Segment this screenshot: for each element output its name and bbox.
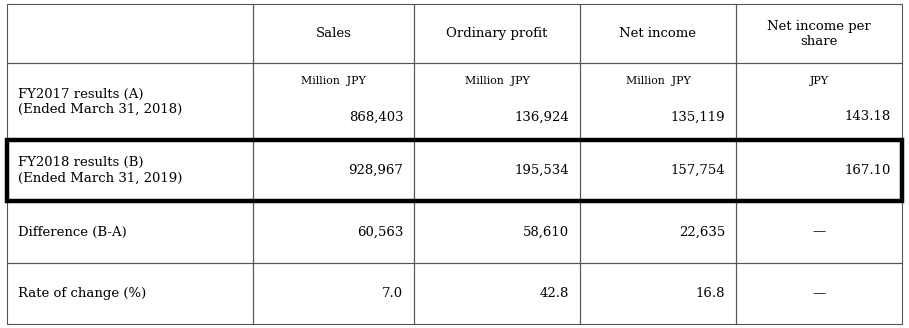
Bar xyxy=(254,4,415,63)
Text: 136,924: 136,924 xyxy=(514,111,569,123)
Bar xyxy=(7,263,254,324)
Bar xyxy=(580,263,736,324)
Text: FY2018 results (B)
(Ended March 31, 2019): FY2018 results (B) (Ended March 31, 2019… xyxy=(18,156,183,184)
Bar xyxy=(254,263,415,324)
Bar xyxy=(415,4,580,63)
Bar xyxy=(7,63,254,140)
Text: 868,403: 868,403 xyxy=(349,111,404,123)
Text: JPY: JPY xyxy=(810,76,828,86)
Text: 135,119: 135,119 xyxy=(671,111,725,123)
Bar xyxy=(736,263,902,324)
Text: Rate of change (%): Rate of change (%) xyxy=(18,287,146,300)
Bar xyxy=(580,201,736,263)
Bar xyxy=(7,201,254,263)
Text: Ordinary profit: Ordinary profit xyxy=(446,27,548,40)
Text: 22,635: 22,635 xyxy=(679,226,725,238)
Text: 928,967: 928,967 xyxy=(348,164,404,177)
Text: Net income per
share: Net income per share xyxy=(767,20,871,48)
Text: 16.8: 16.8 xyxy=(696,287,725,300)
Text: 42.8: 42.8 xyxy=(539,287,569,300)
Bar xyxy=(415,63,580,140)
Bar xyxy=(580,4,736,63)
Bar xyxy=(415,263,580,324)
Bar xyxy=(254,63,415,140)
Bar xyxy=(736,140,902,201)
Text: FY2017 results (A)
(Ended March 31, 2018): FY2017 results (A) (Ended March 31, 2018… xyxy=(18,88,183,115)
Bar xyxy=(736,201,902,263)
Bar xyxy=(7,4,254,63)
Text: 7.0: 7.0 xyxy=(382,287,404,300)
Bar xyxy=(7,140,254,201)
Text: 143.18: 143.18 xyxy=(844,111,891,123)
Text: Net income: Net income xyxy=(620,27,696,40)
Text: 58,610: 58,610 xyxy=(523,226,569,238)
Bar xyxy=(7,140,902,201)
Text: Sales: Sales xyxy=(315,27,352,40)
Text: 60,563: 60,563 xyxy=(357,226,404,238)
Bar xyxy=(736,63,902,140)
Bar xyxy=(580,140,736,201)
Text: Million  JPY: Million JPY xyxy=(464,76,529,86)
Bar xyxy=(254,140,415,201)
Bar xyxy=(736,4,902,63)
Text: 167.10: 167.10 xyxy=(844,164,891,177)
Text: Million  JPY: Million JPY xyxy=(625,76,690,86)
Bar xyxy=(415,140,580,201)
Text: 195,534: 195,534 xyxy=(514,164,569,177)
Bar xyxy=(580,63,736,140)
Text: 157,754: 157,754 xyxy=(671,164,725,177)
Text: Difference (B-A): Difference (B-A) xyxy=(18,226,127,238)
Text: Million  JPY: Million JPY xyxy=(302,76,366,86)
Text: —: — xyxy=(813,287,825,300)
Text: —: — xyxy=(813,226,825,238)
Bar xyxy=(254,201,415,263)
Bar xyxy=(415,201,580,263)
